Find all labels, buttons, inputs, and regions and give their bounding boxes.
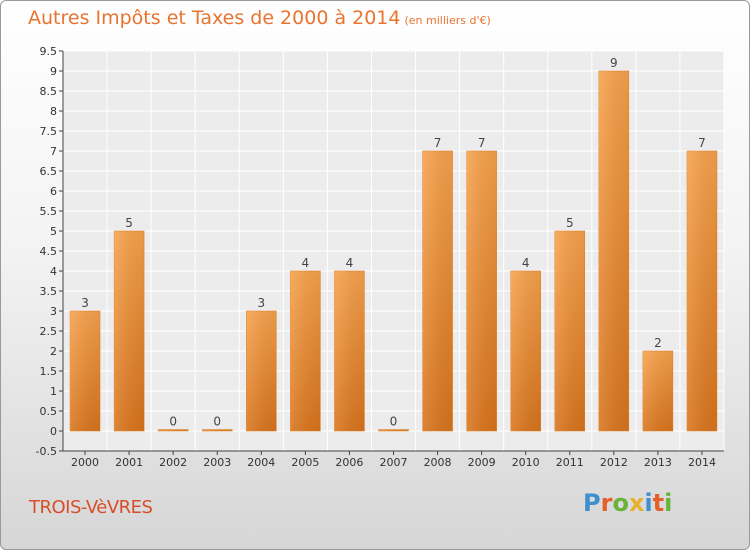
bar-shade	[466, 151, 497, 431]
bar-shade	[378, 429, 409, 431]
data-label: 3	[81, 296, 89, 310]
y-tick-label: 9	[50, 65, 57, 78]
bar-shade	[158, 429, 189, 431]
data-label: 2	[654, 336, 662, 350]
logo-letter: P	[583, 489, 601, 517]
x-tick-label: 2005	[291, 456, 319, 469]
data-label: 0	[169, 415, 177, 429]
x-tick-label: 2003	[203, 456, 231, 469]
x-tick-label: 2011	[556, 456, 584, 469]
data-label: 5	[125, 216, 133, 230]
bar-shade	[114, 231, 145, 431]
logo-letter: x	[628, 489, 645, 517]
x-tick-label: 2002	[159, 456, 187, 469]
y-tick-label: 4.5	[40, 245, 58, 258]
y-tick-label: 2	[50, 345, 57, 358]
y-tick-label: -0.5	[36, 445, 57, 458]
y-tick-label: 6	[50, 185, 57, 198]
data-label: 7	[478, 136, 486, 150]
x-tick-label: 2014	[688, 456, 716, 469]
x-tick-label: 2006	[335, 456, 363, 469]
bar-shade	[554, 231, 585, 431]
data-label: 7	[698, 136, 706, 150]
x-tick-label: 2008	[424, 456, 452, 469]
y-tick-label: 8	[50, 105, 57, 118]
y-tick-label: 9.5	[40, 45, 58, 58]
x-tick-label: 2009	[468, 456, 496, 469]
logo-letter: r	[600, 489, 613, 517]
bar-shade	[598, 71, 629, 431]
data-label: 0	[390, 415, 398, 429]
logo-letter: t	[652, 489, 665, 517]
bar-shade	[246, 311, 277, 431]
data-label: 4	[346, 256, 354, 270]
bar-shade	[290, 271, 321, 431]
x-tick-label: 2000	[71, 456, 99, 469]
x-tick-label: 2010	[512, 456, 540, 469]
bar-shade	[70, 311, 101, 431]
y-tick-label: 8.5	[40, 85, 58, 98]
bar-shade	[334, 271, 365, 431]
x-tick-label: 2013	[644, 456, 672, 469]
y-tick-label: 0	[50, 425, 57, 438]
chart-subtitle: (en milliers d'€)	[404, 14, 491, 27]
y-tick-label: 7.5	[40, 125, 58, 138]
commune-name: TROIS-VèVRES	[29, 497, 153, 518]
y-tick-label: 2.5	[40, 325, 58, 338]
bar-shade	[642, 351, 673, 431]
logo-letter: i	[664, 489, 673, 517]
y-tick-label: 6.5	[40, 165, 58, 178]
y-tick-label: 0.5	[40, 405, 58, 418]
chart-title: Autres Impôts et Taxes de 2000 à 2014 (en…	[28, 7, 491, 29]
y-tick-label: 5	[50, 225, 57, 238]
y-tick-label: 5.5	[40, 205, 58, 218]
data-label: 4	[302, 256, 310, 270]
bar-shade	[202, 429, 233, 431]
x-tick-label: 2001	[115, 456, 143, 469]
logo-letter: i	[644, 489, 653, 517]
data-label: 4	[522, 256, 530, 270]
y-tick-label: 3	[50, 305, 57, 318]
x-tick-label: 2007	[380, 456, 408, 469]
y-tick-label: 1.5	[40, 365, 58, 378]
proxiti-logo: Proxiti	[583, 489, 672, 517]
bar-shade	[422, 151, 453, 431]
chart-title-text: Autres Impôts et Taxes de 2000 à 2014	[28, 7, 401, 29]
y-tick-label: 7	[50, 145, 57, 158]
bar-shade	[510, 271, 541, 431]
y-tick-label: 3.5	[40, 285, 58, 298]
data-label: 5	[566, 216, 574, 230]
data-label: 3	[257, 296, 265, 310]
data-label: 9	[610, 56, 618, 70]
y-tick-label: 1	[50, 385, 57, 398]
y-tick-label: 4	[50, 265, 57, 278]
bar-shade	[686, 151, 717, 431]
data-label: 0	[213, 415, 221, 429]
logo-letter: o	[612, 489, 629, 517]
data-label: 7	[434, 136, 442, 150]
x-tick-label: 2012	[600, 456, 628, 469]
x-tick-label: 2004	[247, 456, 275, 469]
